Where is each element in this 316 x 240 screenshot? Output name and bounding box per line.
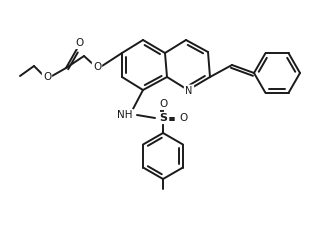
Text: O: O — [43, 72, 51, 82]
Text: S: S — [159, 113, 167, 123]
Text: O: O — [159, 99, 167, 109]
Text: N: N — [185, 86, 193, 96]
Text: O: O — [179, 113, 187, 123]
Text: O: O — [93, 62, 101, 72]
Text: O: O — [75, 38, 83, 48]
Text: NH: NH — [117, 110, 133, 120]
